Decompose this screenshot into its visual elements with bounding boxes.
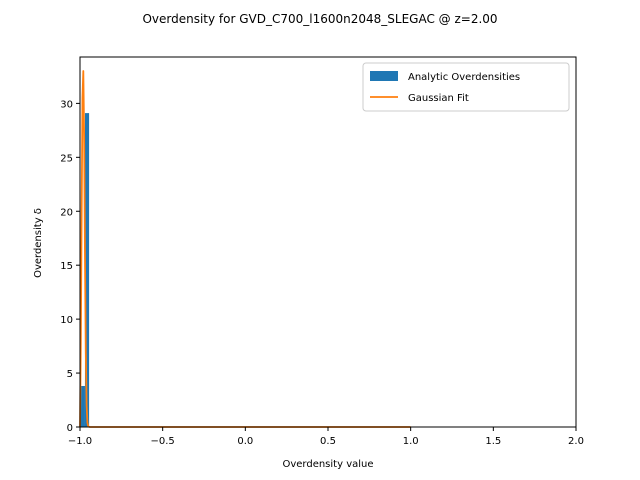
x-tick-label-5: 1.5 xyxy=(485,436,501,447)
plot-area: −1.0 −0.5 0.0 0.5 1.0 1.5 2.0 0 5 10 15 20 25 30 xyxy=(60,56,584,447)
x-tick-label-3: 0.5 xyxy=(320,436,336,447)
x-tick-label-1: −0.5 xyxy=(151,436,175,447)
y-tick-label-4: 20 xyxy=(60,207,73,218)
x-tick-label-0: −1.0 xyxy=(68,436,92,447)
legend-gaussian-label: Gaussian Fit xyxy=(408,93,469,104)
legend: Analytic Overdensities Gaussian Fit xyxy=(362,62,570,112)
y-tick-label-3: 15 xyxy=(60,261,73,272)
x-tick-label-2: 0.0 xyxy=(237,436,253,447)
y-tick-label-1: 5 xyxy=(67,369,73,380)
histogram-bar-1 xyxy=(84,113,90,427)
x-tick-label-4: 1.0 xyxy=(403,436,419,447)
y-axis-label: Overdensity δ xyxy=(33,208,44,278)
legend-box xyxy=(362,62,570,112)
legend-histogram-label: Analytic Overdensities xyxy=(408,72,520,83)
y-tick-label-5: 25 xyxy=(60,153,73,164)
x-tick-label-6: 2.0 xyxy=(568,436,584,447)
legend-histogram-swatch xyxy=(370,71,398,81)
histogram-bar-0 xyxy=(80,386,85,427)
y-tick-label-0: 0 xyxy=(67,423,73,434)
y-tick-label-2: 10 xyxy=(60,315,73,326)
x-axis-label: Overdensity value xyxy=(282,459,373,470)
y-tick-label-6: 30 xyxy=(60,99,73,110)
chart-title: Overdensity for GVD_C700_l1600n2048_SLEG… xyxy=(142,12,497,26)
